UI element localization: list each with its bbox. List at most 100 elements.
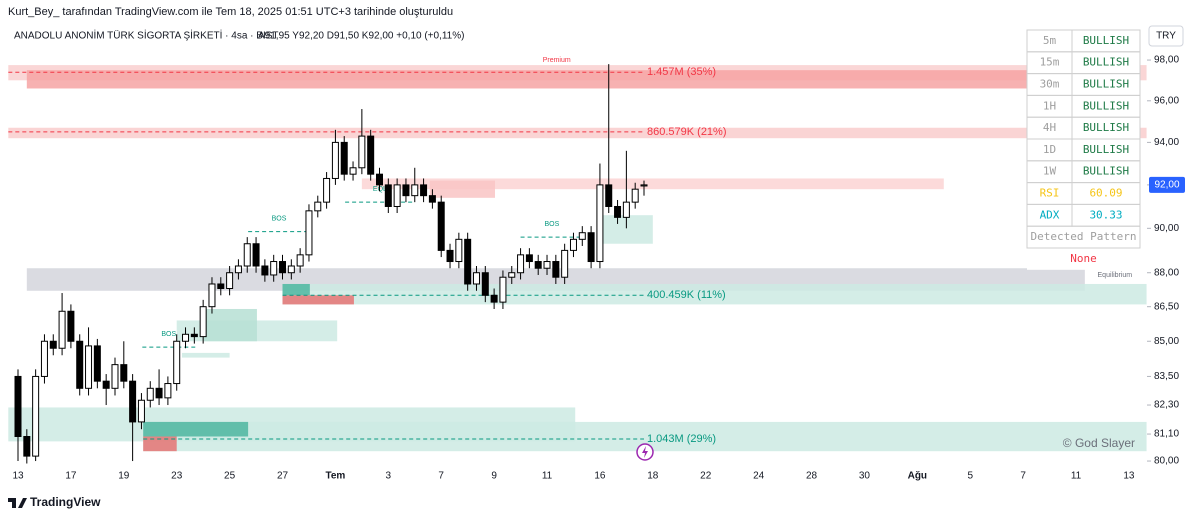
x-tick-label: 3 bbox=[386, 471, 392, 482]
symbol: ANADOLU ANONİM TÜRK SİGORTA ŞİRKETİ · 4s… bbox=[14, 29, 279, 42]
zone bbox=[8, 127, 1147, 139]
annotation: Equilibrium bbox=[1098, 272, 1133, 279]
pattern: None bbox=[1070, 252, 1097, 265]
candle-body bbox=[384, 184, 392, 207]
x-tick-label: 22 bbox=[700, 471, 712, 482]
candle-body bbox=[190, 333, 198, 338]
x-tick-label: 23 bbox=[171, 471, 183, 482]
y-tick-label: 83,50 bbox=[1154, 371, 1179, 382]
y-tick-label: 90,00 bbox=[1154, 223, 1179, 234]
ohlc: A91,95 Y92,20 D91,50 K92,00 +0,10 (+0,11… bbox=[258, 31, 464, 42]
candle-body bbox=[640, 184, 648, 187]
y-tick-label: 85,00 bbox=[1154, 336, 1179, 347]
y-tick-label: 82,30 bbox=[1154, 400, 1179, 411]
y-tick-label: 94,00 bbox=[1154, 137, 1179, 148]
x-tick-label: 18 bbox=[647, 471, 659, 482]
table-value: BULLISH bbox=[1083, 34, 1129, 47]
level-label: BOS bbox=[544, 221, 559, 228]
candle-body bbox=[226, 272, 234, 290]
x-tick-label: 7 bbox=[1020, 471, 1026, 482]
last-price-label: 92,00 bbox=[1154, 180, 1179, 191]
y-tick-label: 96,00 bbox=[1154, 95, 1179, 106]
candle-body bbox=[420, 184, 428, 197]
y-tick-label: 88,00 bbox=[1154, 267, 1179, 278]
candle-body bbox=[349, 167, 357, 175]
candle-body bbox=[23, 435, 31, 457]
candle-body bbox=[340, 141, 348, 175]
candle-body bbox=[32, 375, 40, 457]
y-tick-label: 81,10 bbox=[1154, 429, 1179, 440]
x-tick-label: 13 bbox=[1123, 471, 1135, 482]
candle-body bbox=[14, 375, 22, 437]
zone bbox=[361, 178, 944, 190]
zone bbox=[429, 180, 495, 198]
candle-body bbox=[85, 345, 93, 389]
candle-body bbox=[49, 340, 57, 349]
candle-body bbox=[437, 201, 445, 251]
candle-body bbox=[323, 177, 331, 203]
candle-body bbox=[587, 232, 595, 263]
annotation: Premium bbox=[543, 57, 571, 64]
x-tick-label: 25 bbox=[224, 471, 236, 482]
candle-body bbox=[217, 283, 225, 290]
axes: 98,00 96,00 94,00 92,00 90,00 88,00 86,50 85,00… bbox=[12, 55, 1185, 482]
candle-body bbox=[614, 205, 622, 218]
x-tick-label: 24 bbox=[753, 471, 765, 482]
candle-body bbox=[102, 380, 110, 389]
zones bbox=[8, 65, 1147, 452]
candle-body bbox=[596, 184, 604, 263]
candle-body bbox=[375, 173, 383, 186]
x-tick-label: 16 bbox=[594, 471, 606, 482]
candle-body bbox=[358, 135, 366, 169]
y-tick-label: 80,00 bbox=[1154, 456, 1179, 467]
candle-body bbox=[137, 399, 145, 423]
table-value: 60.09 bbox=[1089, 187, 1122, 200]
candle-body bbox=[261, 265, 269, 276]
x-tick-label: 30 bbox=[859, 471, 871, 482]
table-cell bbox=[1026, 225, 1141, 249]
candle-body bbox=[234, 265, 242, 274]
table-label: 1H bbox=[1043, 99, 1056, 112]
candle-body bbox=[455, 238, 463, 263]
level-label: BOS bbox=[272, 215, 287, 222]
candle-body bbox=[40, 340, 48, 377]
level-label: BOS bbox=[161, 331, 176, 338]
candle-body bbox=[279, 261, 287, 274]
candle-body bbox=[517, 254, 525, 274]
zone bbox=[26, 70, 1027, 89]
candle-body bbox=[508, 272, 516, 278]
candle-body bbox=[173, 340, 181, 385]
table-value: BULLISH bbox=[1083, 143, 1129, 156]
table-bg bbox=[1027, 30, 1140, 270]
candle-body bbox=[199, 306, 207, 338]
table-value: BULLISH bbox=[1083, 121, 1129, 134]
candle-body bbox=[490, 294, 498, 303]
candle-body bbox=[561, 249, 569, 278]
table-label: 5m bbox=[1043, 34, 1057, 47]
candle-body bbox=[76, 340, 84, 389]
zone bbox=[282, 283, 310, 296]
table-value: BULLISH bbox=[1083, 56, 1129, 69]
candle-body bbox=[129, 380, 137, 423]
x-tick-label: 7 bbox=[438, 471, 444, 482]
candle-body bbox=[252, 243, 260, 267]
candle-body bbox=[93, 345, 101, 382]
candle-body bbox=[411, 184, 419, 197]
candle-body bbox=[58, 310, 66, 349]
x-tick-label: 11 bbox=[1071, 471, 1082, 482]
signal-table: 5m BULLISH 15m BULLISH 30m BULLISH 1H BULLISH 4H… bbox=[1026, 29, 1141, 270]
candle-body bbox=[155, 387, 163, 399]
candle-body bbox=[111, 364, 119, 389]
zone bbox=[204, 308, 257, 342]
x-tick-label: 5 bbox=[967, 471, 973, 482]
candle-body bbox=[428, 195, 436, 203]
candle-body bbox=[296, 254, 304, 267]
candle-body bbox=[164, 383, 172, 399]
currency-box[interactable] bbox=[1148, 25, 1184, 47]
currency[interactable]: TRY bbox=[1156, 31, 1176, 42]
watermark: © God Slayer bbox=[1063, 436, 1135, 450]
table-label: 1W bbox=[1043, 165, 1057, 178]
candle-body bbox=[67, 310, 75, 342]
table-label: RSI bbox=[1040, 187, 1060, 200]
